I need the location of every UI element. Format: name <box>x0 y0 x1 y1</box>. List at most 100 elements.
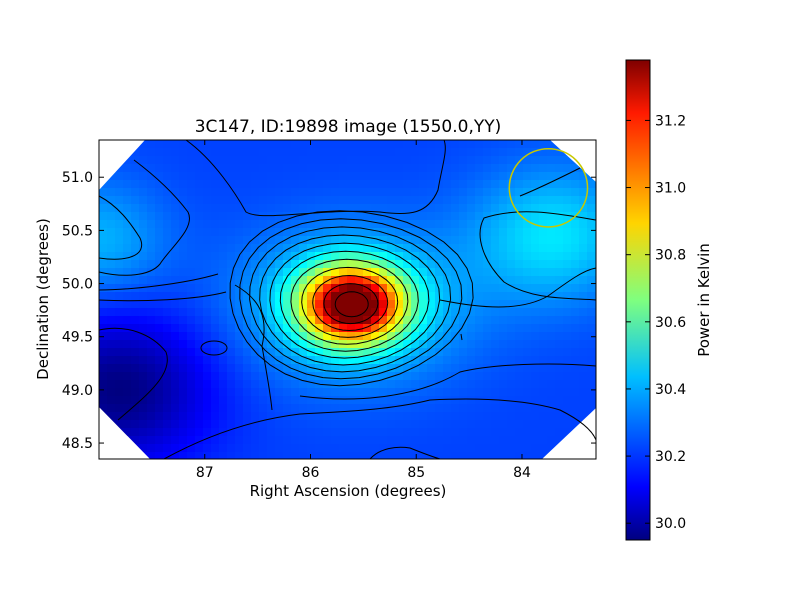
heatmap-cell <box>539 156 548 165</box>
heatmap-cell <box>451 268 460 277</box>
heatmap-cell <box>339 156 348 165</box>
heatmap-cell <box>579 172 588 181</box>
heatmap-cell <box>331 196 340 205</box>
heatmap-cell <box>499 172 508 181</box>
heatmap-cell <box>515 380 524 389</box>
heatmap-cell <box>387 180 396 189</box>
heatmap-cell <box>299 388 308 397</box>
heatmap-cell <box>539 356 548 365</box>
heatmap-cell <box>107 236 116 245</box>
heatmap-cell <box>299 444 308 453</box>
heatmap-cell <box>187 220 196 229</box>
heatmap-cell <box>107 372 116 381</box>
heatmap-cell <box>131 316 140 325</box>
heatmap-cell <box>339 164 348 173</box>
heatmap-cell <box>331 452 340 459</box>
heatmap-cell <box>347 452 356 459</box>
heatmap-cell <box>459 316 468 325</box>
heatmap-cell <box>203 412 212 421</box>
heatmap-cell <box>491 172 500 181</box>
heatmap-cell <box>163 420 172 429</box>
heatmap-cell <box>107 364 116 373</box>
heatmap-cell <box>387 340 396 349</box>
heatmap-cell <box>267 180 276 189</box>
heatmap-cell <box>347 276 356 285</box>
heatmap-cell <box>451 364 460 373</box>
x-axis-ticks: 87 86 85 84 <box>196 140 531 481</box>
heatmap-cell <box>419 188 428 197</box>
heatmap-cell <box>435 388 444 397</box>
heatmap-cell <box>539 236 548 245</box>
heatmap-cell <box>371 300 380 309</box>
heatmap-cell <box>187 236 196 245</box>
heatmap-cell <box>187 156 196 165</box>
heatmap-cell <box>307 236 316 245</box>
heatmap-cell <box>459 308 468 317</box>
heatmap-cell <box>499 436 508 445</box>
heatmap-cell <box>355 404 364 413</box>
heatmap-cell <box>411 364 420 373</box>
heatmap-cell <box>211 148 220 157</box>
heatmap-cell <box>491 212 500 221</box>
heatmap-cell <box>435 348 444 357</box>
heatmap-cell <box>235 284 244 293</box>
heatmap-cell <box>291 188 300 197</box>
heatmap-cell <box>219 172 228 181</box>
heatmap-cell <box>123 348 132 357</box>
heatmap-cell <box>579 212 588 221</box>
heatmap-cell <box>203 444 212 453</box>
heatmap-cell <box>299 452 308 459</box>
heatmap-cell <box>459 268 468 277</box>
colorbar-tick-label: 30.8 <box>655 248 686 264</box>
heatmap-cell <box>259 268 268 277</box>
heatmap-cell <box>235 372 244 381</box>
heatmap-cell <box>291 180 300 189</box>
heatmap-cell <box>499 332 508 341</box>
heatmap-cell <box>427 172 436 181</box>
heatmap-cell <box>235 308 244 317</box>
heatmap-cell <box>163 380 172 389</box>
heatmap-cell <box>355 228 364 237</box>
heatmap-cell <box>243 180 252 189</box>
heatmap-cell <box>179 292 188 301</box>
heatmap-cell <box>219 140 228 149</box>
heatmap-cell <box>475 396 484 405</box>
heatmap-cell <box>179 268 188 277</box>
heatmap-cell <box>235 396 244 405</box>
heatmap-cell <box>299 300 308 309</box>
heatmap-cell <box>187 356 196 365</box>
heatmap-cell <box>507 228 516 237</box>
heatmap-cell <box>475 380 484 389</box>
heatmap-cell <box>347 196 356 205</box>
heatmap-cell <box>323 348 332 357</box>
heatmap-cell <box>523 372 532 381</box>
heatmap-image <box>99 140 596 459</box>
heatmap-cell <box>307 428 316 437</box>
heatmap-cell <box>531 156 540 165</box>
heatmap-cell <box>195 172 204 181</box>
heatmap-cell <box>483 196 492 205</box>
heatmap-cell <box>179 412 188 421</box>
heatmap-cell <box>323 420 332 429</box>
heatmap-cell <box>515 268 524 277</box>
heatmap-cell <box>443 252 452 261</box>
heatmap-cell <box>547 412 556 421</box>
heatmap-cell <box>347 388 356 397</box>
heatmap-cell <box>547 444 556 453</box>
heatmap-cell <box>299 276 308 285</box>
heatmap-cell <box>331 420 340 429</box>
heatmap-cell <box>131 412 140 421</box>
heatmap-cell <box>139 180 148 189</box>
heatmap-cell <box>147 452 156 459</box>
heatmap-cell <box>179 316 188 325</box>
heatmap-cell <box>219 444 228 453</box>
heatmap-cell <box>163 252 172 261</box>
heatmap-cell <box>451 188 460 197</box>
heatmap-cell <box>483 348 492 357</box>
heatmap-cell <box>395 380 404 389</box>
heatmap-cell <box>299 140 308 149</box>
heatmap-cell <box>195 292 204 301</box>
heatmap-cell <box>571 204 580 213</box>
heatmap-cell <box>395 140 404 149</box>
x-tick-label: 87 <box>196 465 214 481</box>
